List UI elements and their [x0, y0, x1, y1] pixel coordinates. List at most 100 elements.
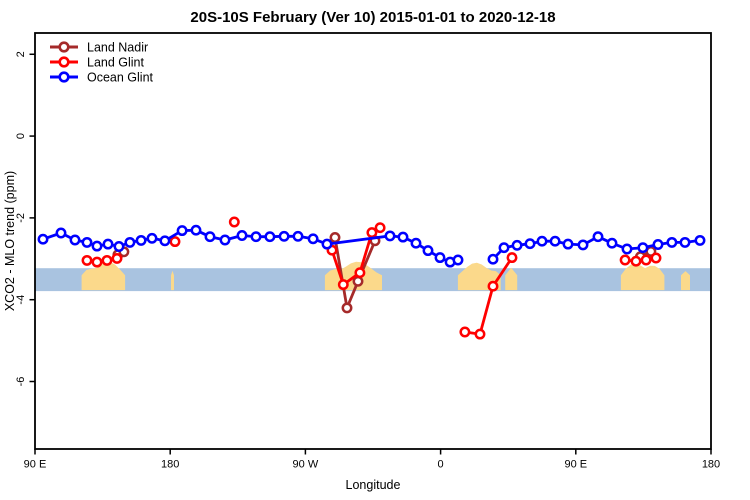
- data-point: [264, 231, 276, 243]
- legend-item-land-glint: Land Glint: [50, 56, 145, 70]
- data-point: [679, 236, 691, 248]
- data-point: [397, 231, 409, 243]
- data-point: [250, 231, 262, 243]
- data-point: [354, 267, 366, 279]
- data-point: [422, 245, 434, 257]
- legend-label: Land Glint: [87, 56, 145, 70]
- data-point: [652, 239, 664, 250]
- data-point: [666, 236, 678, 248]
- data-point: [452, 254, 464, 266]
- data-point: [91, 240, 103, 252]
- data-point: [374, 222, 386, 234]
- y-axis-title: XCO2 - MLO trend (ppm): [3, 171, 17, 311]
- data-point: [190, 224, 202, 236]
- data-point: [169, 236, 181, 248]
- data-point: [459, 326, 471, 338]
- data-point: [111, 252, 123, 264]
- data-point: [236, 230, 248, 241]
- data-point: [329, 232, 341, 243]
- data-point: [549, 235, 561, 247]
- data-point: [124, 236, 136, 248]
- y-axis: 2 0 -2 -4 -6: [15, 51, 35, 386]
- y-tick-label: -2: [15, 213, 27, 223]
- data-point: [176, 225, 188, 237]
- y-tick-label: 2: [15, 51, 27, 57]
- data-series: [37, 216, 706, 340]
- x-tick-label: 180: [702, 459, 720, 471]
- legend-label: Ocean Glint: [87, 71, 154, 85]
- land-patch: [81, 261, 126, 291]
- data-point: [292, 230, 304, 242]
- data-point: [81, 236, 93, 248]
- data-point: [434, 252, 446, 264]
- data-point: [159, 235, 171, 247]
- data-point: [366, 227, 378, 239]
- x-tick-label: 90 E: [564, 459, 587, 471]
- data-point: [37, 233, 49, 245]
- series-line: [333, 236, 377, 310]
- x-axis: 90 E 180 90 W 0 90 E 180: [24, 449, 720, 471]
- data-point: [606, 237, 618, 249]
- data-point: [307, 233, 319, 245]
- data-point: [577, 239, 589, 251]
- data-point: [498, 242, 510, 254]
- data-point: [694, 234, 706, 246]
- data-point: [91, 256, 103, 268]
- series-line: [463, 256, 514, 336]
- ocean-glint-marker-icon: [58, 71, 70, 83]
- data-point: [410, 237, 422, 249]
- data-point: [81, 254, 93, 266]
- data-point: [630, 255, 642, 267]
- series-ocean-glint: [37, 224, 706, 268]
- data-point: [506, 252, 518, 264]
- data-point: [113, 241, 125, 252]
- land-nadir-marker-icon: [58, 41, 70, 53]
- data-point: [55, 227, 67, 239]
- data-point: [341, 302, 353, 314]
- x-tick-label: 180: [161, 459, 179, 471]
- data-point: [135, 234, 147, 246]
- data-point: [637, 242, 649, 254]
- data-point: [101, 254, 113, 266]
- y-tick-label: -6: [15, 377, 27, 387]
- data-point: [337, 279, 349, 291]
- data-point: [146, 232, 158, 244]
- data-point: [650, 252, 662, 264]
- land-glint-marker-icon: [58, 56, 70, 68]
- data-point: [592, 231, 604, 243]
- data-point: [204, 231, 216, 243]
- data-point: [384, 230, 396, 242]
- data-point: [511, 239, 523, 251]
- land-patch: [171, 270, 174, 291]
- data-point: [69, 234, 81, 246]
- data-point: [640, 254, 652, 266]
- data-point: [102, 238, 114, 250]
- data-point: [524, 238, 536, 250]
- data-point: [321, 238, 333, 250]
- data-point: [228, 216, 240, 228]
- plot-border: [34, 32, 712, 450]
- legend-item-ocean-glint: Ocean Glint: [50, 71, 154, 85]
- x-tick-label: 90 W: [293, 459, 319, 471]
- series-land-glint: [81, 216, 662, 340]
- data-point: [619, 254, 631, 266]
- x-tick-label: 90 E: [24, 459, 47, 471]
- map-strip: [35, 261, 711, 292]
- data-point: [536, 235, 548, 247]
- y-tick-label: 0: [15, 133, 27, 139]
- legend-item-land-nadir: Land Nadir: [50, 41, 148, 55]
- data-point: [219, 234, 231, 246]
- data-point: [562, 238, 574, 250]
- data-point: [352, 275, 364, 287]
- data-point: [474, 328, 486, 340]
- land-patch: [620, 263, 665, 291]
- land-patch: [505, 267, 518, 291]
- y-tick-label: -4: [15, 295, 27, 305]
- chart-title: 20S-10S February (Ver 10) 2015-01-01 to …: [190, 9, 555, 26]
- legend: Land Nadir Land Glint Ocean Glint: [50, 41, 154, 85]
- data-point: [487, 253, 499, 265]
- series-line: [491, 235, 702, 261]
- legend-label: Land Nadir: [87, 41, 148, 55]
